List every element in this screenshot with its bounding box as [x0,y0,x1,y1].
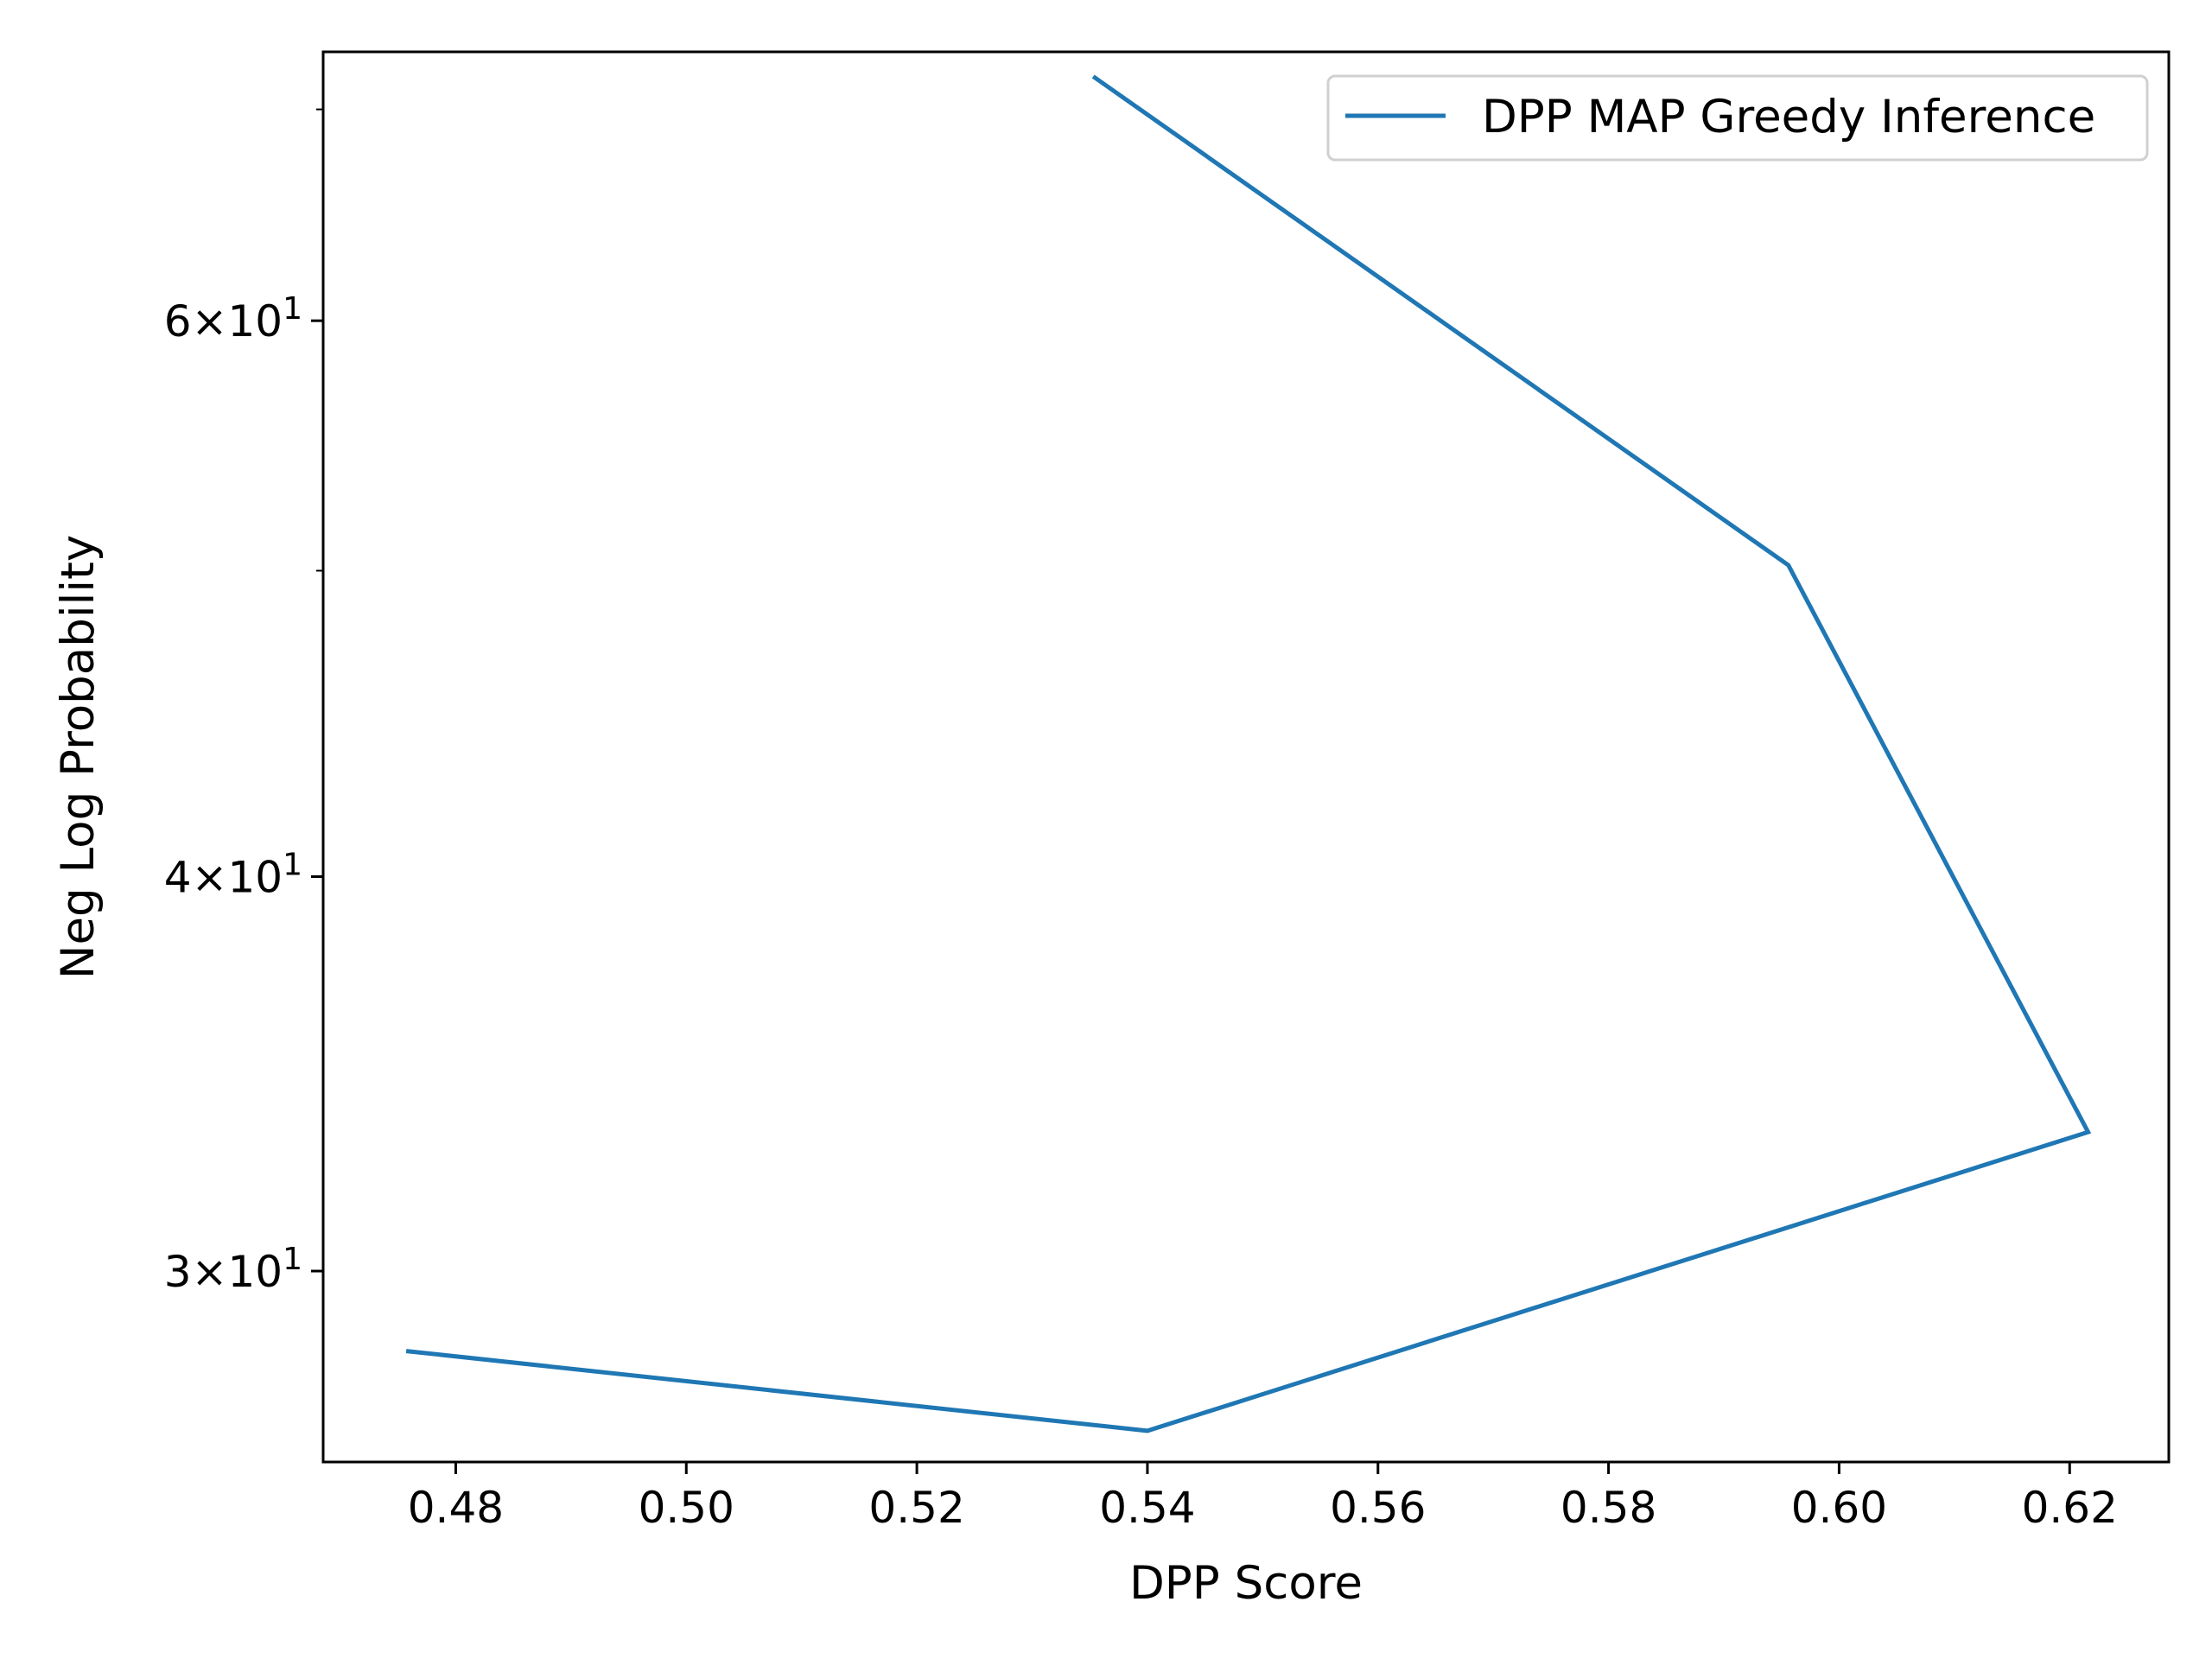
series-line-0 [405,74,2092,1433]
legend: DPP MAP Greedy Inference [1326,74,2149,162]
legend-label: DPP MAP Greedy Inference [1482,91,2095,143]
plot-frame [321,50,2171,1464]
x-tick-label: 0.62 [2022,1483,2118,1533]
y-axis-label: Neg Log Probability [52,535,105,979]
y-axis-ticks: 3×101 4×101 6×101 [164,108,323,1297]
x-tick-label: 0.52 [868,1483,964,1533]
y-tick-label: 4×101 [164,848,302,903]
x-tick-label: 0.50 [639,1483,734,1533]
y-tick-label: 3×101 [164,1242,302,1297]
x-tick-label: 0.54 [1099,1483,1195,1533]
x-axis-ticks: 0.48 0.50 0.52 0.54 0.56 0.58 0.60 0.62 [408,1462,2118,1533]
x-tick-label: 0.60 [1791,1483,1887,1533]
y-tick-label: 6×101 [164,291,302,346]
x-tick-label: 0.48 [408,1483,504,1533]
x-tick-label: 0.56 [1330,1483,1426,1533]
x-tick-label: 0.58 [1560,1483,1656,1533]
x-axis-label: DPP Score [1129,1557,1363,1610]
legend-box [1326,74,2149,162]
series-layer [405,74,2092,1433]
